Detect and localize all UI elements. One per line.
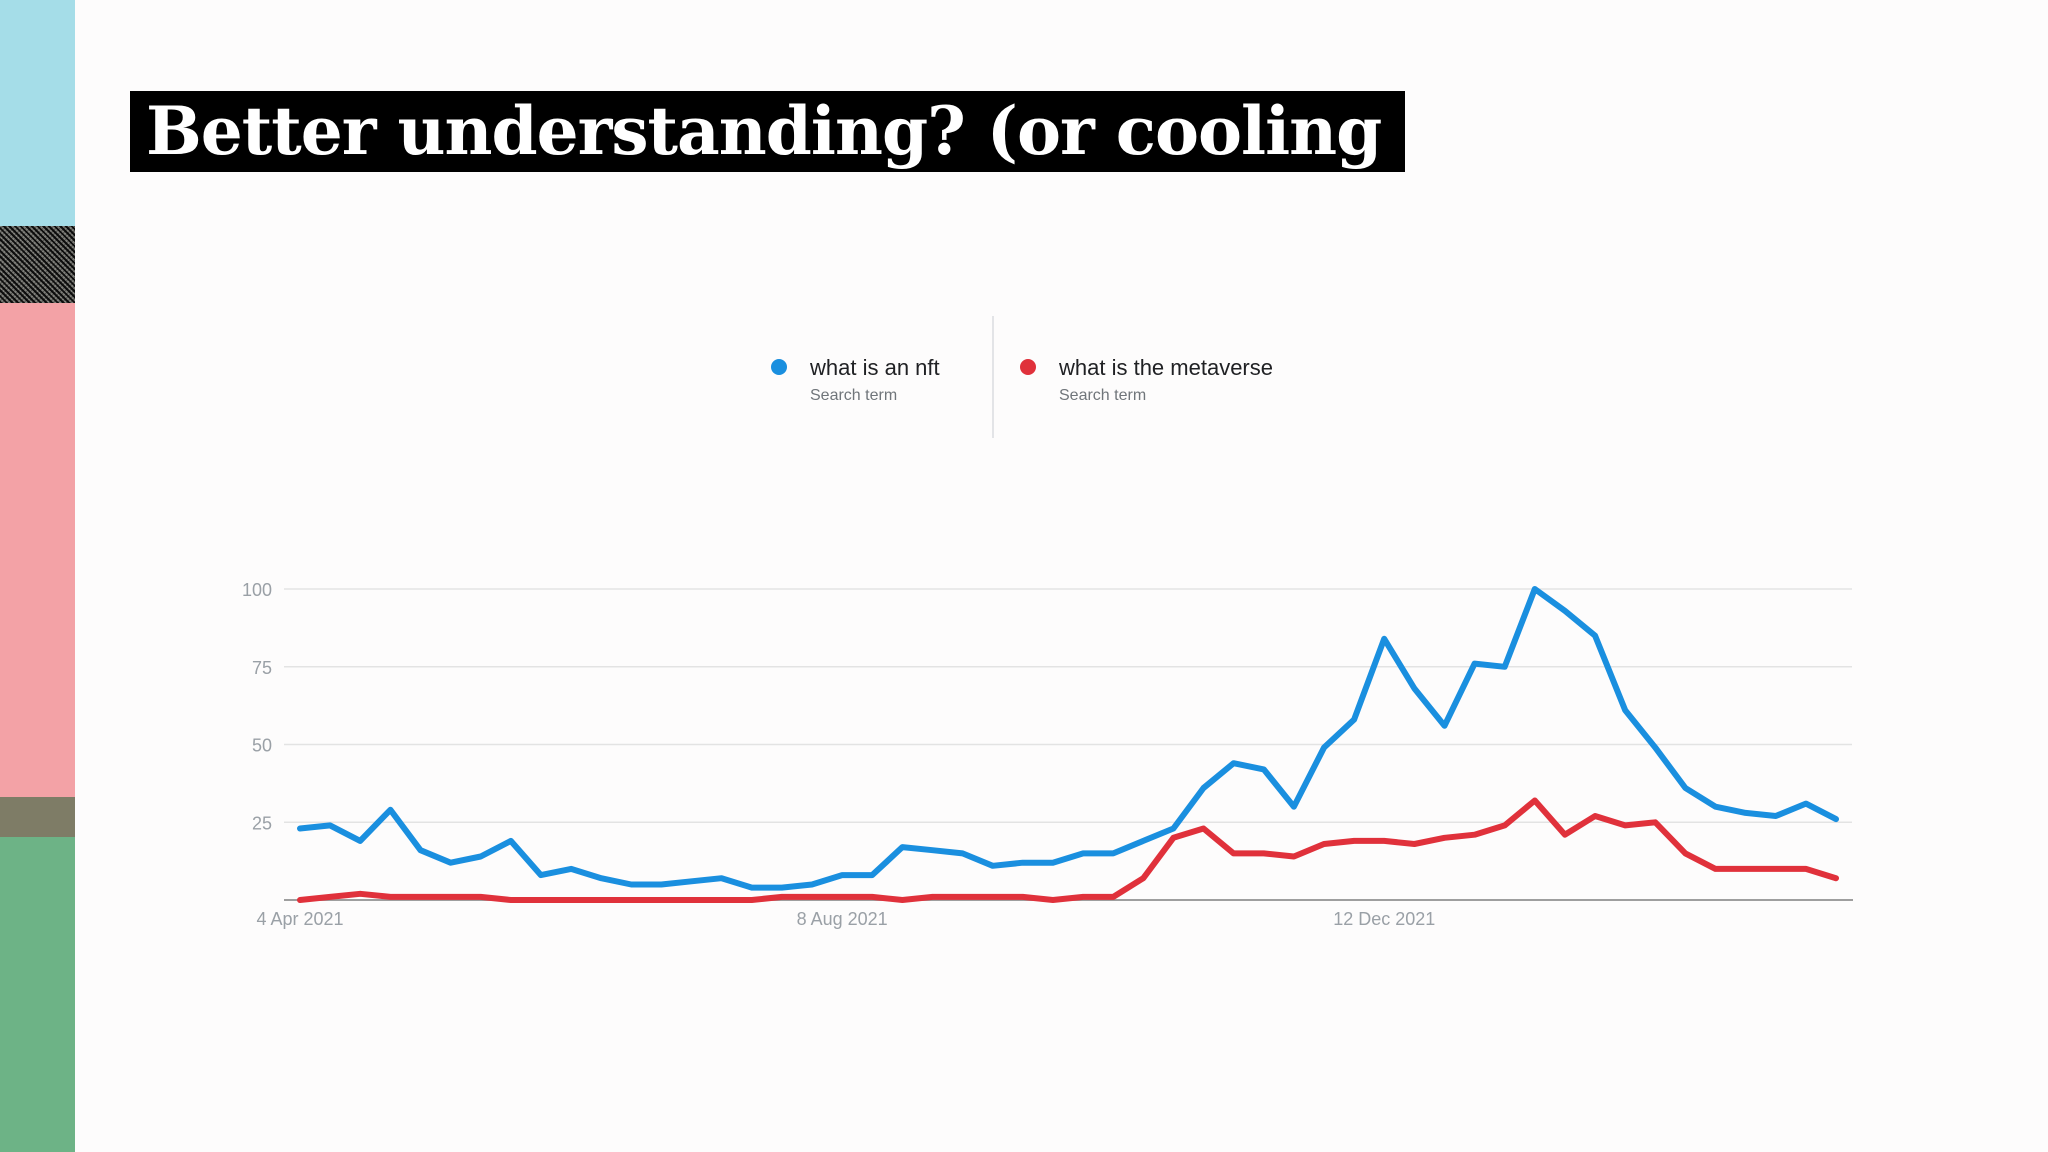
- strip-texture-segment: [0, 226, 75, 303]
- y-axis-ticks: 25 50 75 100: [242, 580, 272, 833]
- x-tick-label: 8 Aug 2021: [797, 909, 888, 929]
- chart-series: [297, 586, 1839, 903]
- x-tick-label: 12 Dec 2021: [1333, 909, 1435, 929]
- y-tick-label: 25: [252, 813, 272, 833]
- y-tick-label: 50: [252, 736, 272, 756]
- strip-blue-segment: [0, 0, 75, 226]
- legend-dot-nft: [771, 359, 787, 375]
- legend-sublabel-metaverse: Search term: [1059, 387, 1146, 404]
- legend-dot-metaverse: [1020, 359, 1036, 375]
- decorative-side-strip: [0, 0, 75, 1152]
- x-axis-ticks: 4 Apr 2021 8 Aug 2021 12 Dec 2021: [256, 909, 1435, 929]
- strip-pink-segment: [0, 303, 75, 797]
- legend-sublabel-nft: Search term: [810, 387, 897, 404]
- strip-green-segment: [0, 837, 75, 1152]
- legend-label-nft: what is an nft: [809, 355, 940, 380]
- series-line-metaverse: [297, 797, 1839, 903]
- legend-label-metaverse: what is the metaverse: [1058, 355, 1273, 380]
- chart-legend: what is an nft Search term what is the m…: [771, 316, 1273, 438]
- y-tick-label: 100: [242, 580, 272, 600]
- x-tick-label: 4 Apr 2021: [256, 909, 343, 929]
- series-line-nft: [297, 586, 1839, 891]
- y-tick-label: 75: [252, 658, 272, 678]
- slide-title: Better understanding? (or cooling off?!): [130, 91, 1405, 172]
- strip-olive-segment: [0, 797, 75, 837]
